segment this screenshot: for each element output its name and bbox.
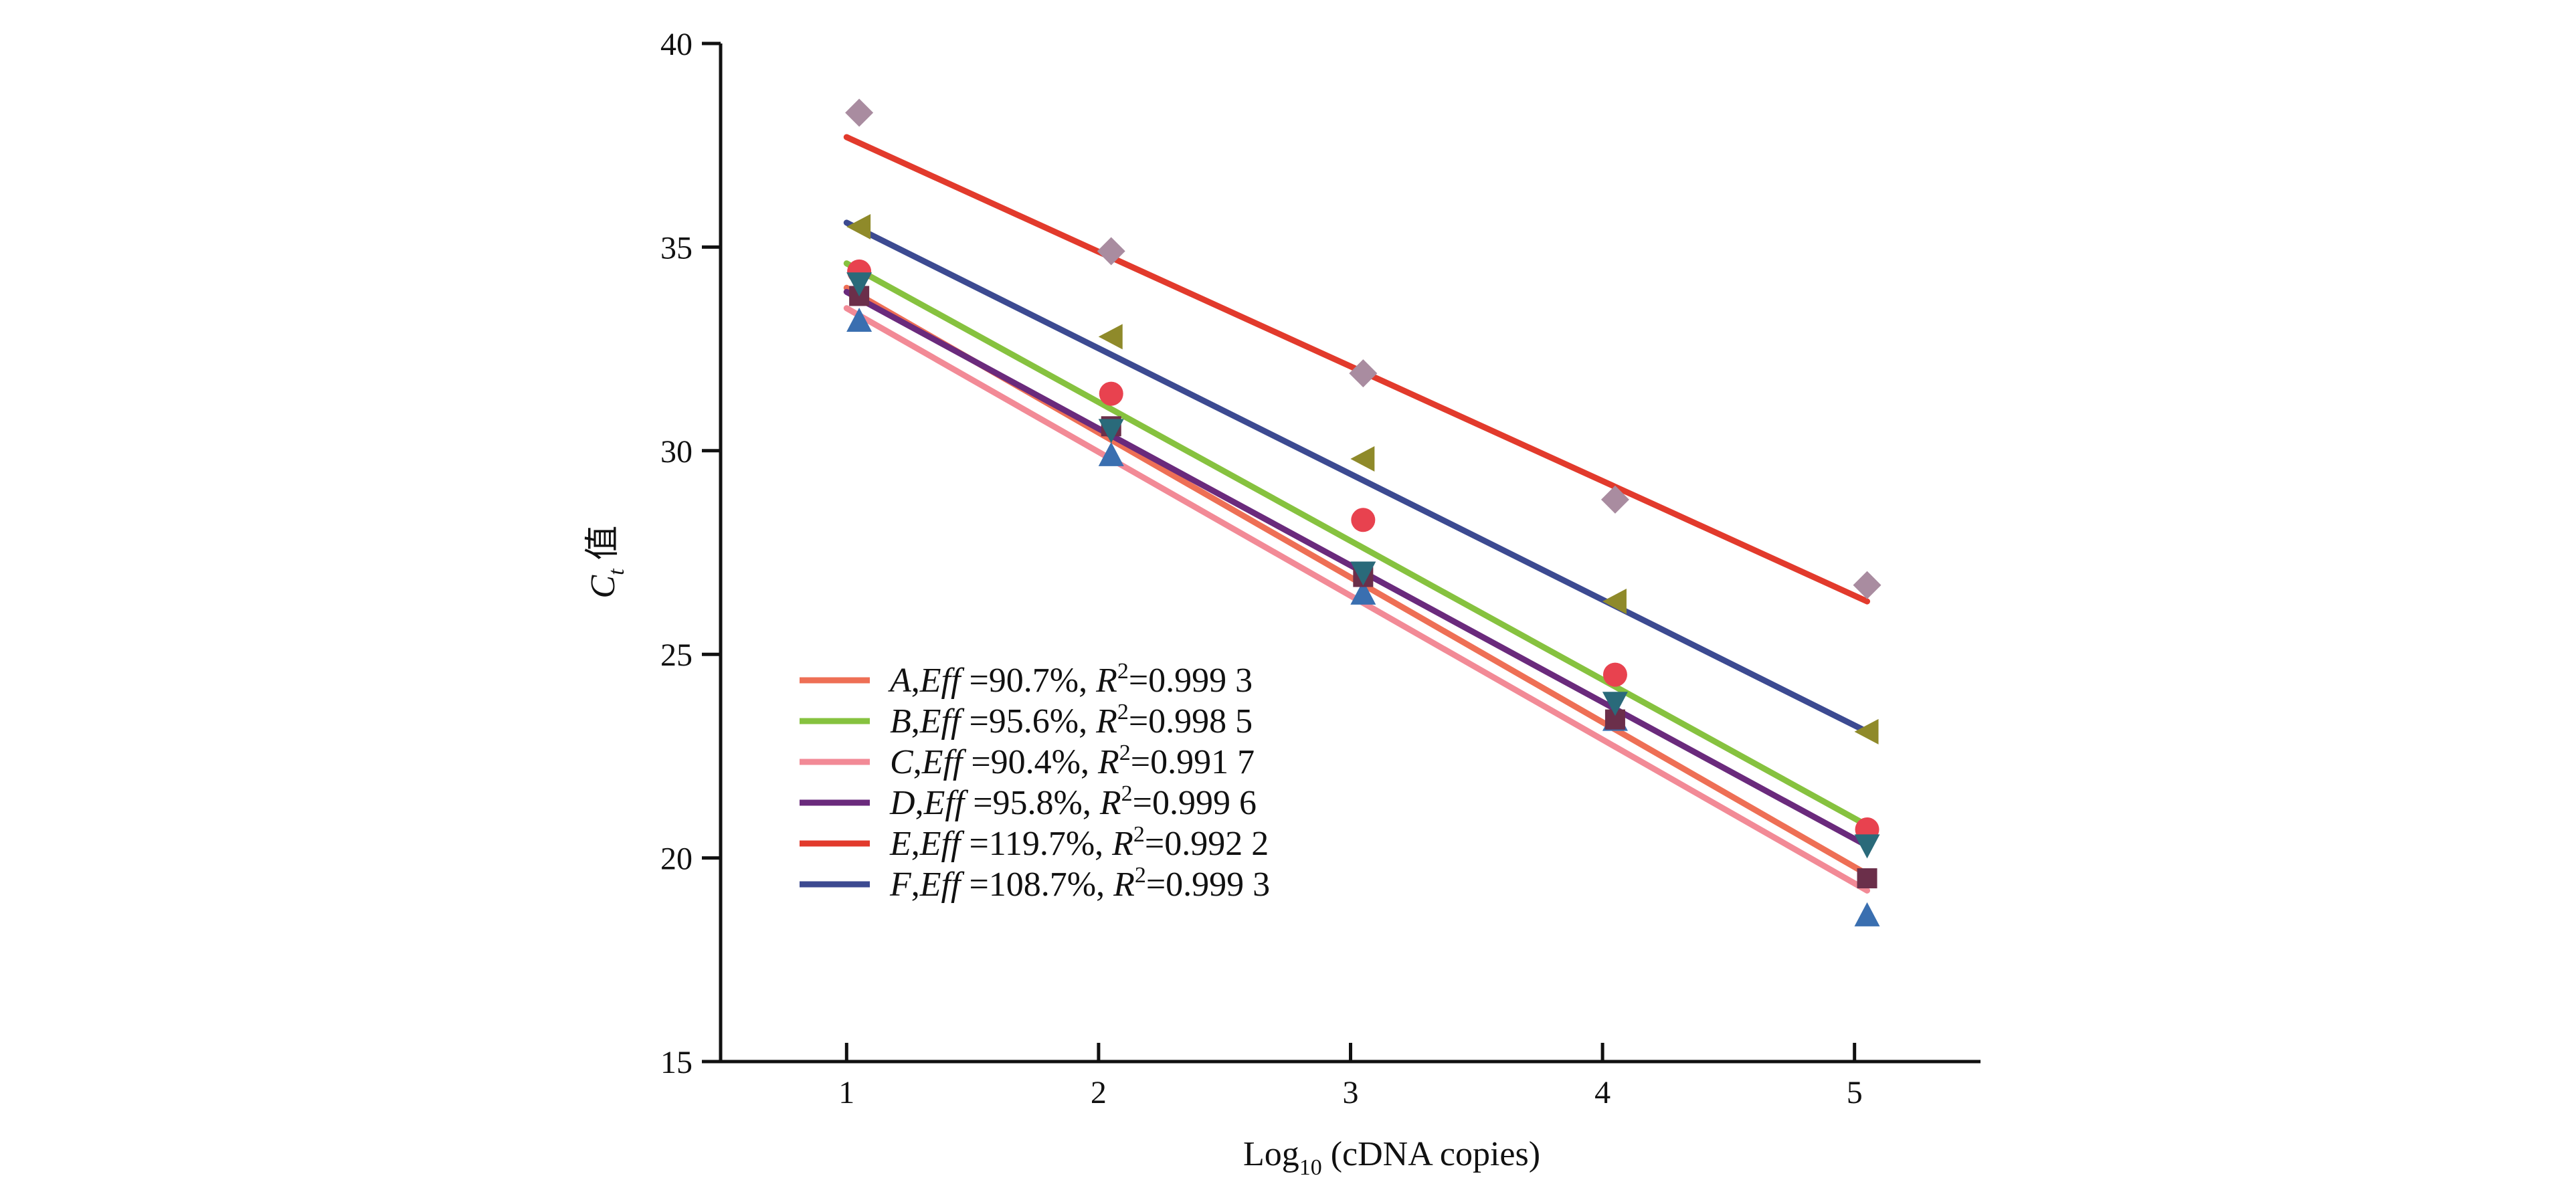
data-points — [845, 98, 1881, 926]
fit-line-b — [843, 260, 1871, 829]
x-tick-label-4: 4 — [1594, 1075, 1611, 1110]
x-axis-title: Log10 (cDNA copies) — [1243, 1135, 1540, 1180]
y-tick-label-40: 40 — [660, 27, 693, 62]
point-c-1 — [846, 307, 872, 332]
y-axis-title: Ct 值 — [584, 525, 629, 598]
point-a-2 — [1099, 381, 1123, 406]
y-tick-label-35: 35 — [660, 230, 693, 266]
point-f-3 — [1350, 561, 1376, 586]
point-f-4 — [1602, 692, 1628, 716]
point-c-2 — [1098, 441, 1124, 466]
x-tick-label-1: 1 — [838, 1075, 854, 1110]
legend-label-d: D,Eff =95.8%, R2=0.999 6 — [889, 781, 1257, 822]
point-e-4 — [1600, 485, 1629, 514]
y-tick-label-15: 15 — [660, 1045, 693, 1080]
point-b-3 — [1350, 445, 1375, 472]
fit-line-f — [843, 219, 1871, 735]
point-f-1 — [846, 272, 872, 297]
point-c-3 — [1350, 580, 1376, 605]
x-tick-label-2: 2 — [1091, 1075, 1107, 1110]
y-tick-label-25: 25 — [660, 637, 693, 673]
axes: 15 20 25 30 35 40 1 2 3 4 5 — [660, 27, 1981, 1110]
legend: A,Eff =90.7%, R2=0.999 3B,Eff =95.6%, R2… — [800, 659, 1270, 904]
legend-label-b: B,Eff =95.6%, R2=0.998 5 — [890, 700, 1253, 740]
legend-label-a: A,Eff =90.7%, R2=0.999 3 — [888, 659, 1253, 700]
point-a-4 — [1602, 662, 1627, 687]
point-e-5 — [1853, 571, 1881, 599]
x-tick-label-5: 5 — [1847, 1075, 1863, 1110]
legend-label-f: F,Eff =108.7%, R2=0.999 3 — [889, 863, 1270, 904]
point-b-2 — [1098, 324, 1123, 350]
y-tick-label-20: 20 — [660, 841, 693, 877]
point-c-5 — [1854, 902, 1880, 926]
legend-label-c: C,Eff =90.4%, R2=0.991 7 — [890, 740, 1255, 781]
point-a-3 — [1351, 508, 1376, 532]
point-f-5 — [1854, 834, 1880, 859]
x-tick-label-3: 3 — [1343, 1075, 1359, 1110]
point-b-4 — [1602, 589, 1627, 615]
point-d-5 — [1857, 868, 1877, 889]
point-b-5 — [1854, 718, 1879, 744]
point-b-1 — [846, 213, 871, 239]
point-f-2 — [1098, 419, 1124, 443]
point-e-1 — [845, 98, 874, 127]
point-e-3 — [1349, 359, 1378, 388]
point-e-2 — [1097, 237, 1125, 266]
legend-label-e: E,Eff =119.7%, R2=0.992 2 — [889, 822, 1269, 863]
y-tick-label-30: 30 — [660, 434, 693, 470]
